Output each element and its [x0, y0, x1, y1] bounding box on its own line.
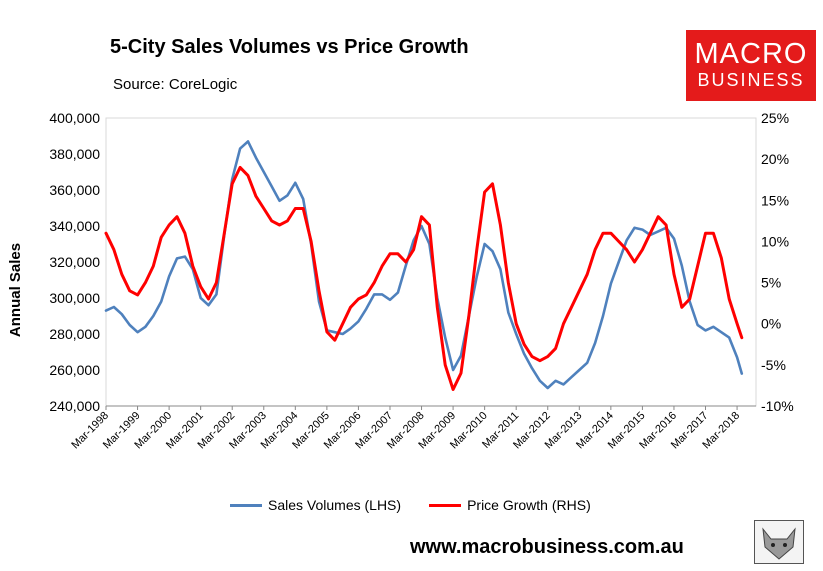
y2-tick-label: 15%: [761, 192, 789, 208]
y-tick-label: 300,000: [49, 290, 100, 306]
legend-swatch-sales: [230, 503, 262, 507]
legend-label-sales: Sales Volumes (LHS): [268, 497, 402, 513]
y2-tick-label: 25%: [761, 110, 789, 126]
chart-series: [104, 140, 744, 391]
legend-label-price: Price Growth (RHS): [467, 497, 591, 513]
legend-item-price: Price Growth (RHS): [429, 497, 591, 513]
y2-tick-label: -5%: [761, 357, 786, 373]
chart-plot: 400,000 380,000 360,000 340,000 320,000 300,0…: [7, 110, 794, 451]
fox-logo-badge: [754, 520, 804, 564]
chart-legend: Sales Volumes (LHS) Price Growth (RHS): [230, 497, 619, 513]
y-tick-label: 240,000: [49, 398, 100, 414]
y-tick-label: 380,000: [49, 146, 100, 162]
right-axis-ticks: 25% 20% 15% 10% 5% 0% -5% -10%: [761, 110, 794, 414]
y2-tick-label: 20%: [761, 151, 789, 167]
y2-tick-label: 0%: [761, 316, 781, 332]
y-tick-label: 260,000: [49, 362, 100, 378]
logo-line-2: BUSINESS: [697, 70, 805, 90]
y2-tick-label: 5%: [761, 275, 781, 291]
y-tick-label: 320,000: [49, 254, 100, 270]
y-tick-label: 360,000: [49, 182, 100, 198]
chart-subtitle: Source: CoreLogic: [113, 76, 238, 93]
y-tick-label: 340,000: [49, 218, 100, 234]
website-url: www.macrobusiness.com.au: [410, 536, 684, 558]
legend-item-sales: Sales Volumes (LHS): [230, 497, 401, 513]
y2-tick-label: 10%: [761, 233, 789, 249]
legend-swatch-price: [429, 503, 462, 507]
series-line-sales-volumes: [104, 140, 744, 390]
series-line-price-growth: [104, 165, 744, 391]
left-axis-ticks: 400,000 380,000 360,000 340,000 320,000 300,0…: [49, 110, 100, 414]
y-tick-label: 280,000: [49, 326, 100, 342]
y-tick-label: 400,000: [49, 110, 100, 126]
y2-tick-label: -10%: [761, 398, 794, 414]
chart-title: 5-City Sales Volumes vs Price Growth: [110, 36, 469, 58]
x-axis-ticks: Mar-1998Mar-1999Mar-2000Mar-2001Mar-2002…: [69, 406, 742, 451]
y-axis-label: Annual Sales: [7, 243, 24, 337]
logo-line-1: MACRO: [694, 38, 808, 70]
macrobusiness-logo: MACRO BUSINESS: [686, 30, 816, 101]
fox-icon: [762, 527, 796, 560]
chart-frame: [105, 117, 757, 407]
